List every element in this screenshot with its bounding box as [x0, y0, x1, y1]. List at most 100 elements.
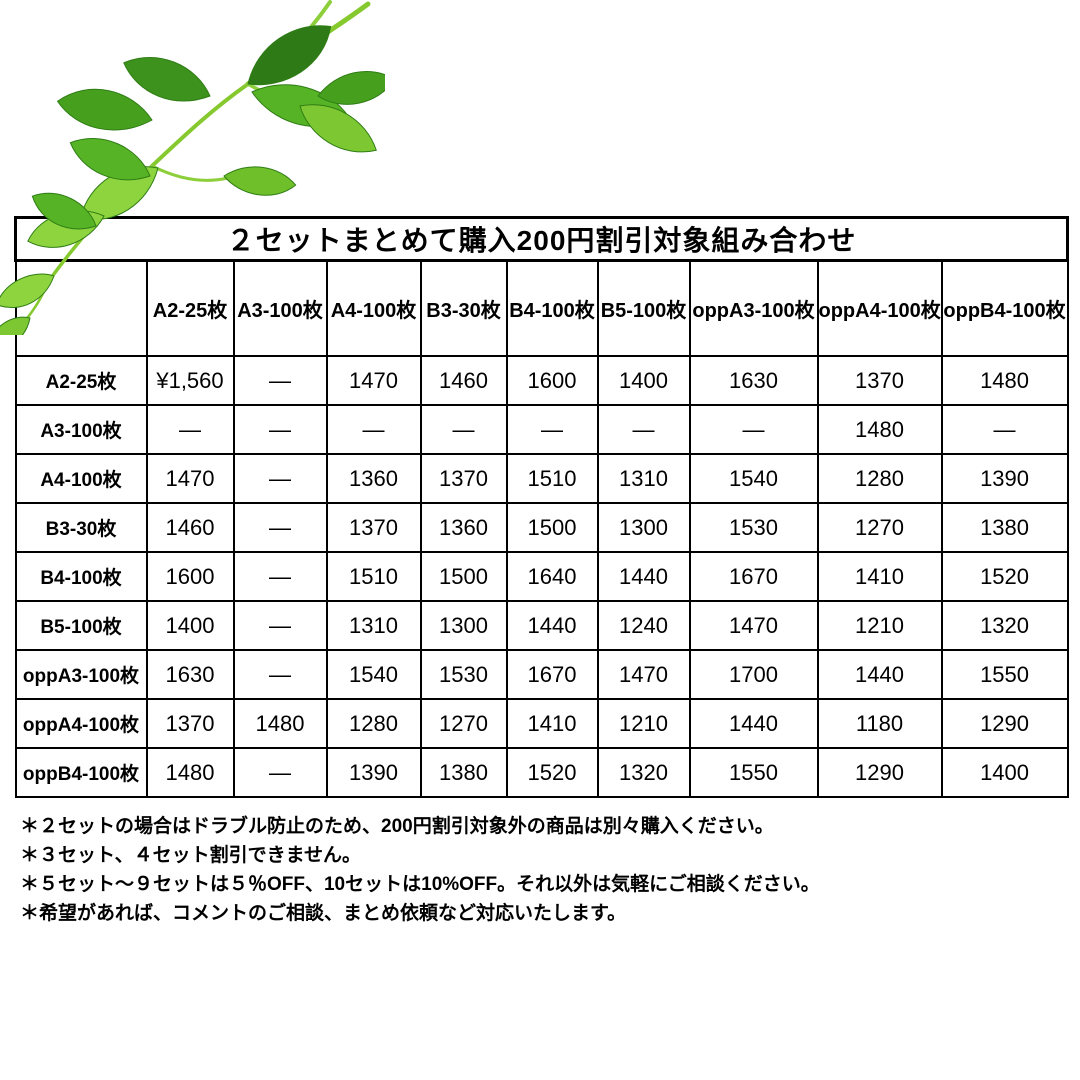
price-cell: — — [232, 649, 328, 700]
price-cell: 1480 — [145, 747, 235, 798]
table-row: B4-100枚 1600 — 1510 1500 1640 1440 1670 … — [14, 551, 1069, 602]
price-cell: 1470 — [325, 355, 422, 406]
price-cell: — — [232, 355, 328, 406]
price-cell: 1310 — [596, 453, 691, 504]
row-header: B5-100枚 — [14, 600, 148, 651]
table-row: A4-100枚 1470 — 1360 1370 1510 1310 1540 … — [14, 453, 1069, 504]
price-cell: — — [688, 404, 819, 455]
price-cell: 1460 — [419, 355, 508, 406]
price-cell: 1600 — [505, 355, 599, 406]
price-cell: 1600 — [145, 551, 235, 602]
price-cell: 1510 — [325, 551, 422, 602]
price-cell: 1440 — [688, 698, 819, 749]
row-header: B3-30枚 — [14, 502, 148, 553]
price-cell: 1400 — [596, 355, 691, 406]
price-cell: 1290 — [816, 747, 943, 798]
price-cell: 1400 — [145, 600, 235, 651]
price-cell: 1180 — [816, 698, 943, 749]
price-cell: 1480 — [940, 355, 1069, 406]
price-cell: 1270 — [816, 502, 943, 553]
table-row: oppA4-100枚 1370 1480 1280 1270 1410 1210… — [14, 698, 1069, 749]
price-cell: 1210 — [596, 698, 691, 749]
footnote: ＊３セット、４セット割引できません。 — [20, 845, 362, 866]
leaf — [123, 57, 211, 102]
row-header: oppB4-100枚 — [14, 747, 148, 798]
price-cell: 1540 — [688, 453, 819, 504]
price-cell: 1280 — [325, 698, 422, 749]
price-cell: 1280 — [816, 453, 943, 504]
table-row: oppA3-100枚 1630 — 1540 1530 1670 1470 17… — [14, 649, 1069, 700]
price-cell: — — [232, 453, 328, 504]
price-cell: 1390 — [325, 747, 422, 798]
col-header: B5-100枚 — [596, 259, 691, 357]
price-cell: ¥1,560 — [145, 355, 235, 406]
price-cell: 1670 — [505, 649, 599, 700]
price-cell: — — [232, 551, 328, 602]
column-header-row: A2-25枚 A3-100枚 A4-100枚 B3-30枚 B4-100枚 B5… — [14, 259, 1069, 357]
price-cell: — — [596, 404, 691, 455]
price-cell: 1370 — [419, 453, 508, 504]
price-cell: 1320 — [940, 600, 1069, 651]
price-cell: 1630 — [688, 355, 819, 406]
table-row: oppB4-100枚 1480 — 1390 1380 1520 1320 15… — [14, 747, 1069, 798]
price-cell: — — [232, 747, 328, 798]
price-cell: 1270 — [419, 698, 508, 749]
price-cell: 1530 — [419, 649, 508, 700]
price-cell: 1520 — [505, 747, 599, 798]
price-cell: 1410 — [505, 698, 599, 749]
price-cell: 1240 — [596, 600, 691, 651]
price-cell: 1470 — [596, 649, 691, 700]
stem-right — [246, 82, 338, 108]
price-cell: 1210 — [816, 600, 943, 651]
price-cell: 1400 — [940, 747, 1069, 798]
price-cell: — — [232, 600, 328, 651]
corner-cell — [14, 259, 148, 357]
row-header: A4-100枚 — [14, 453, 148, 504]
table-row: A3-100枚 — — — — — — — 1480 — — [14, 404, 1069, 455]
table-row: A2-25枚 ¥1,560 — 1470 1460 1600 1400 1630… — [14, 355, 1069, 406]
stem-mid — [150, 82, 250, 168]
col-header: oppA3-100枚 — [688, 259, 819, 357]
table-row: B5-100枚 1400 — 1310 1300 1440 1240 1470 … — [14, 600, 1069, 651]
stem-main — [245, 1, 371, 87]
price-cell: 1510 — [505, 453, 599, 504]
table-title: ２セットまとめて購入200円割引対象組み合わせ — [13, 216, 1070, 262]
price-cell: — — [505, 404, 599, 455]
price-cell: 1300 — [596, 502, 691, 553]
price-cell: 1540 — [325, 649, 422, 700]
price-cell: 1470 — [145, 453, 235, 504]
leaf — [299, 104, 377, 153]
price-cell: 1530 — [688, 502, 819, 553]
price-cell: 1700 — [688, 649, 819, 700]
stem-branch — [150, 164, 230, 182]
footnote: ＊２セットの場合はドラブル防止のため、200円割引対象外の商品は別々購入ください… — [20, 816, 774, 837]
col-header: A4-100枚 — [325, 259, 422, 357]
price-cell: 1440 — [505, 600, 599, 651]
footnotes: ＊２セットの場合はドラブル防止のため、200円割引対象外の商品は別々購入ください… — [20, 812, 820, 928]
col-header: oppB4-100枚 — [940, 259, 1069, 357]
price-cell: 1440 — [596, 551, 691, 602]
price-cell: 1550 — [688, 747, 819, 798]
price-cell: 1320 — [596, 747, 691, 798]
price-cell: 1640 — [505, 551, 599, 602]
footnote: ＊希望があれば、コメントのご相談、まとめ依頼など対応いたします。 — [20, 903, 627, 924]
price-cell: 1670 — [688, 551, 819, 602]
price-cell: — — [232, 502, 328, 553]
leaf — [223, 166, 297, 196]
col-header: A2-25枚 — [145, 259, 235, 357]
price-cell: 1500 — [419, 551, 508, 602]
price-cell: 1480 — [232, 698, 328, 749]
row-header: oppA3-100枚 — [14, 649, 148, 700]
price-cell: 1520 — [940, 551, 1069, 602]
row-header: oppA4-100枚 — [14, 698, 148, 749]
discount-combination-table: ２セットまとめて購入200円割引対象組み合わせ A2-25枚 A3-100枚 A… — [13, 216, 1070, 798]
col-header: oppA4-100枚 — [816, 259, 943, 357]
row-header: B4-100枚 — [14, 551, 148, 602]
price-cell: — — [940, 404, 1069, 455]
price-cell: — — [325, 404, 422, 455]
table-row: B3-30枚 1460 — 1370 1360 1500 1300 1530 1… — [14, 502, 1069, 553]
price-cell: 1370 — [145, 698, 235, 749]
price-cell: 1440 — [816, 649, 943, 700]
price-cell: — — [145, 404, 235, 455]
price-cell: — — [232, 404, 328, 455]
